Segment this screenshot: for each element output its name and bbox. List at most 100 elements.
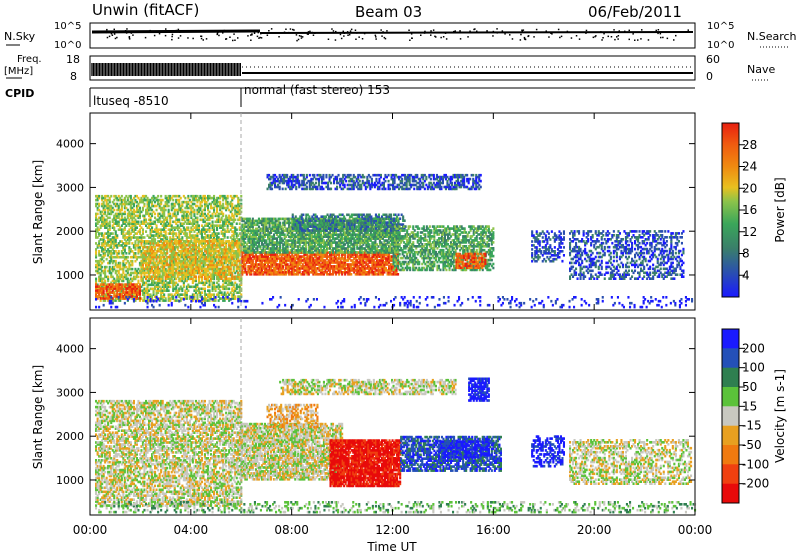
- power-cell: [119, 208, 122, 212]
- power-cell: [110, 212, 113, 216]
- power-cell: [213, 232, 216, 235]
- noise-search-dot: [637, 39, 639, 41]
- power-cell: [141, 208, 144, 212]
- noise-search-dot: [260, 37, 263, 39]
- power-cell: [95, 230, 98, 233]
- power-cell: [161, 224, 164, 227]
- power-cell: [170, 204, 173, 208]
- power-cell: [226, 226, 229, 229]
- noise-search-dot: [603, 32, 605, 35]
- power-cell: [188, 277, 191, 281]
- power-cell: [223, 279, 226, 283]
- power-cell: [222, 263, 225, 267]
- power-cell: [197, 281, 200, 285]
- noise-search-dot: [430, 30, 432, 32]
- power-cell: [166, 198, 169, 202]
- noise-search-dot: [260, 32, 262, 35]
- power-cell: [114, 216, 117, 220]
- power-cell: [205, 200, 208, 204]
- power-cell: [135, 214, 138, 218]
- power-cell: [182, 232, 185, 235]
- power-cell: [217, 214, 220, 218]
- power-cell: [202, 283, 205, 287]
- power-cell: [158, 216, 161, 220]
- power-cell: [96, 228, 99, 231]
- power-cell: [200, 279, 203, 283]
- power-cell: [220, 238, 223, 241]
- power-cell: [120, 216, 123, 220]
- power-cell: [214, 204, 217, 208]
- power-cell: [111, 269, 114, 273]
- power-cell: [178, 250, 181, 253]
- power-cell: [182, 210, 185, 214]
- power-cell: [107, 206, 110, 210]
- power-cell: [226, 259, 229, 263]
- power-cell: [128, 252, 131, 255]
- power-cell: [211, 228, 214, 231]
- power-cell: [175, 238, 178, 241]
- power-cell: [194, 269, 197, 273]
- power-cell: [184, 295, 187, 298]
- power-cell: [160, 194, 163, 198]
- power-cell: [108, 200, 111, 204]
- power-cell: [107, 216, 110, 220]
- power-cell: [141, 283, 144, 287]
- power-cell: [175, 277, 178, 281]
- power-cell: [217, 224, 220, 227]
- noise-search-dot: [524, 38, 526, 40]
- noise-search-dot: [666, 37, 669, 40]
- power-cell: [105, 244, 108, 247]
- power-cell: [193, 242, 196, 245]
- power-cell: [178, 279, 181, 283]
- power-cell: [114, 220, 117, 224]
- power-cell: [185, 200, 188, 204]
- power-cell: [179, 254, 182, 257]
- power-cell: [223, 196, 226, 200]
- power-cell: [199, 206, 202, 210]
- power-cell: [102, 269, 105, 273]
- power-cell: [102, 196, 105, 200]
- noise-search-dot: [278, 36, 280, 38]
- power-cell: [138, 224, 141, 227]
- power-cell: [99, 271, 102, 275]
- power-cell: [99, 216, 102, 220]
- power-cell: [185, 257, 188, 261]
- power-cell: [216, 202, 219, 206]
- power-cell: [122, 236, 125, 239]
- power-cell: [154, 222, 157, 225]
- power-cell: [123, 206, 126, 210]
- power-cell: [135, 232, 138, 235]
- power-cell: [149, 212, 152, 216]
- power-cell: [203, 281, 206, 285]
- power-cell: [163, 214, 166, 218]
- power-cell: [181, 255, 184, 259]
- power-cell: [155, 232, 158, 235]
- power-cell: [185, 206, 188, 210]
- power-cell: [196, 218, 199, 222]
- power-cell: [148, 267, 151, 271]
- power-cell: [193, 248, 196, 251]
- power-cell: [151, 230, 154, 233]
- power-cell: [185, 204, 188, 208]
- power-cell: [114, 261, 117, 265]
- power-cell: [155, 234, 158, 237]
- power-cell: [108, 232, 111, 235]
- freq-dense-block: [91, 63, 241, 76]
- power-cell: [163, 252, 166, 255]
- power-cell: [166, 236, 169, 239]
- power-cell: [208, 291, 211, 294]
- power-cell: [178, 238, 181, 241]
- power-cell: [184, 252, 187, 255]
- power-cell: [114, 232, 117, 235]
- power-cell: [131, 224, 134, 227]
- power-cell: [184, 242, 187, 245]
- power-cell: [143, 220, 146, 224]
- power-cell: [104, 204, 107, 208]
- power-cell: [123, 234, 126, 237]
- power-cell: [148, 289, 151, 292]
- power-cell: [134, 240, 137, 243]
- noise-search-dot: [128, 38, 131, 40]
- power-cell: [131, 259, 134, 263]
- power-cell: [141, 220, 144, 224]
- noise-search-dot: [340, 37, 343, 40]
